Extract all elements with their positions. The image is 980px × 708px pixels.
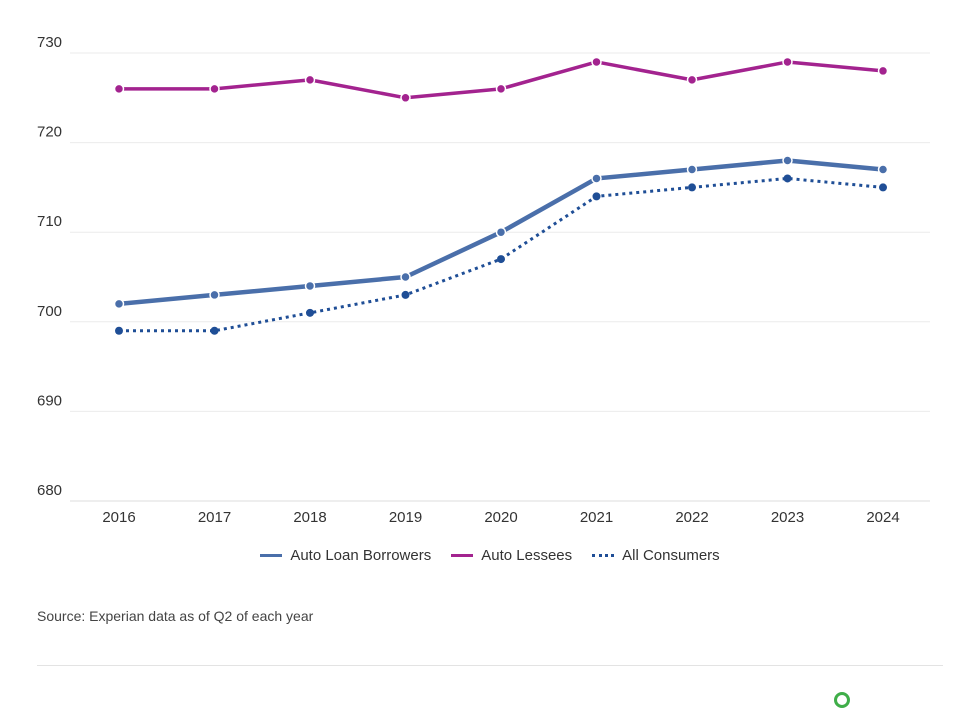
brand-mark-icon — [834, 692, 850, 708]
x-tick-label: 2022 — [675, 509, 708, 526]
data-point-all-consumers — [879, 183, 887, 192]
data-point-auto-loan-borrowers — [495, 226, 507, 238]
y-tick-label: 710 — [37, 213, 62, 230]
chart-legend: Auto Loan Borrowers Auto Lessees All Con… — [0, 547, 980, 564]
legend-swatch-auto-loan-borrowers — [260, 554, 283, 557]
data-point-auto-loan-borrowers — [686, 164, 698, 175]
legend-label: All Consumers — [622, 547, 720, 564]
data-point-auto-lessees — [209, 83, 220, 95]
data-point-auto-lessees — [877, 65, 889, 77]
data-point-auto-loan-borrowers — [782, 155, 793, 166]
x-tick-label: 2016 — [102, 509, 135, 526]
x-tick-label: 2018 — [293, 509, 326, 526]
x-tick-label: 2023 — [771, 509, 804, 526]
data-point-auto-lessees — [400, 92, 411, 104]
data-point-auto-lessees — [782, 56, 793, 68]
y-tick-label: 680 — [37, 482, 62, 499]
data-point-all-consumers — [783, 174, 792, 183]
x-tick-label: 2020 — [484, 509, 517, 526]
data-point-auto-loan-borrowers — [209, 289, 220, 301]
data-point-all-consumers — [115, 326, 123, 335]
x-tick-label: 2021 — [580, 509, 613, 526]
legend-item-auto-loan-borrowers[interactable]: Auto Loan Borrowers — [260, 547, 431, 564]
legend-swatch-all-consumers — [592, 554, 615, 557]
x-tick-label: 2019 — [389, 509, 422, 526]
y-tick-label: 700 — [37, 303, 62, 320]
series-line-all-consumers — [119, 176, 884, 333]
source-note: Source: Experian data as of Q2 of each y… — [37, 608, 314, 624]
data-point-all-consumers — [401, 290, 410, 299]
y-tick-label: 690 — [37, 392, 62, 409]
data-point-all-consumers — [306, 308, 314, 317]
legend-swatch-auto-lessees — [451, 554, 474, 557]
data-point-auto-lessees — [304, 74, 316, 86]
data-point-auto-lessees — [591, 56, 602, 68]
data-point-auto-loan-borrowers — [591, 173, 602, 184]
legend-item-auto-lessees[interactable]: Auto Lessees — [451, 547, 572, 564]
y-tick-label: 720 — [37, 124, 62, 141]
data-point-auto-loan-borrowers — [113, 298, 125, 310]
legend-label: Auto Lessees — [481, 547, 573, 564]
data-point-auto-lessees — [495, 83, 507, 95]
data-point-auto-loan-borrowers — [400, 271, 411, 283]
data-point-all-consumers — [497, 255, 505, 264]
legend-item-all-consumers[interactable]: All Consumers — [592, 547, 720, 564]
legend-label: Auto Loan Borrowers — [290, 547, 432, 564]
data-point-auto-loan-borrowers — [304, 280, 316, 292]
data-point-auto-lessees — [686, 74, 698, 86]
data-point-all-consumers — [592, 192, 601, 201]
footer-divider — [37, 665, 943, 666]
data-point-auto-loan-borrowers — [877, 164, 889, 175]
x-tick-label: 2017 — [198, 509, 231, 526]
y-tick-label: 730 — [37, 34, 62, 51]
line-chart: 680 690 700 710 720 730 2016 2017 2018 2019 2020 20… — [37, 34, 930, 526]
data-point-all-consumers — [688, 183, 696, 192]
x-tick-label: 2024 — [866, 509, 899, 526]
data-point-all-consumers — [210, 326, 219, 335]
data-point-auto-lessees — [113, 83, 125, 95]
